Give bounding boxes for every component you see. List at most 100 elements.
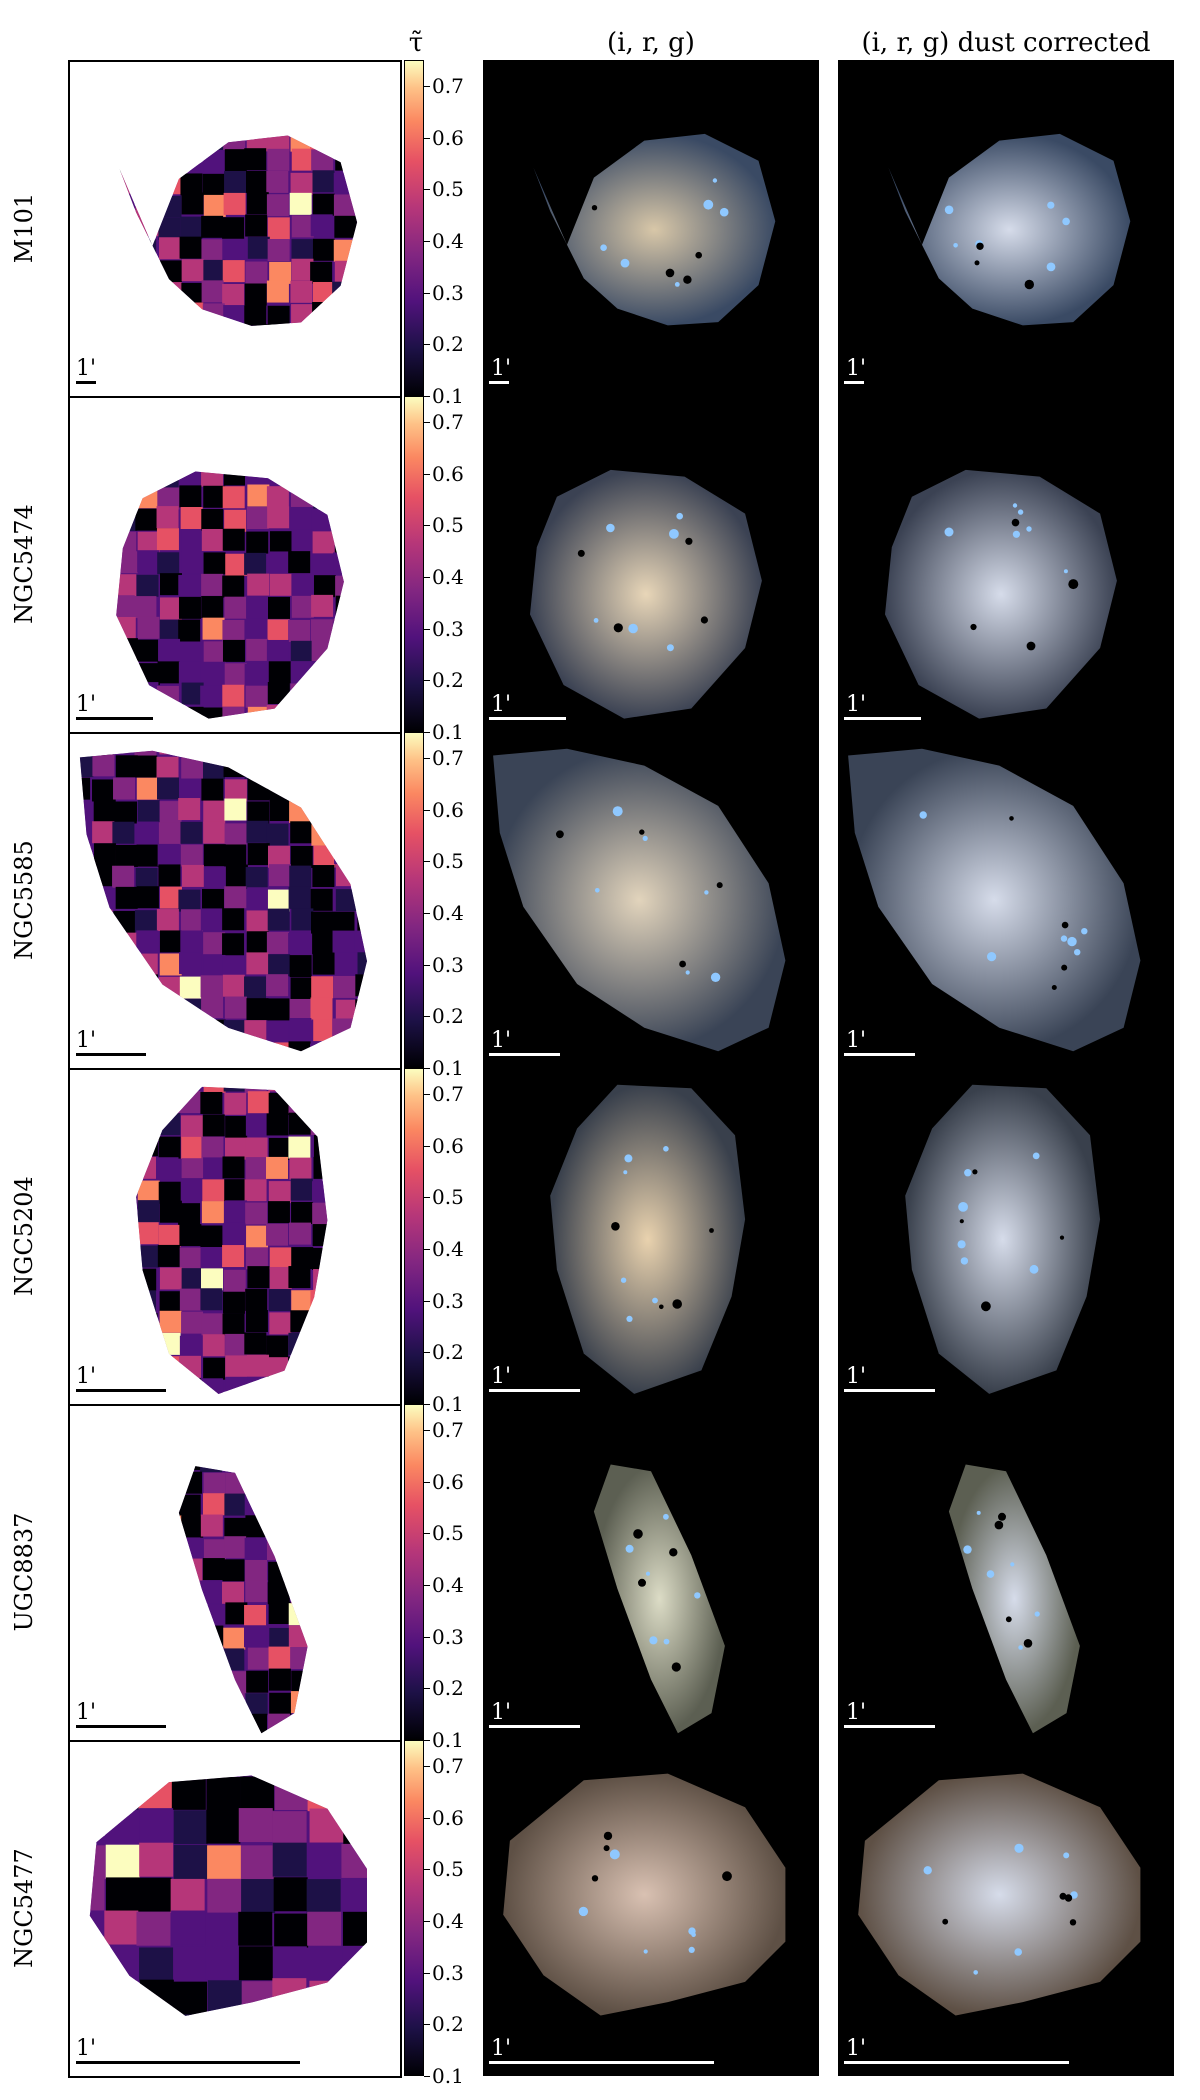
tau-bin: [92, 574, 114, 596]
masked-star: [1068, 579, 1079, 590]
tau-bin: [222, 933, 245, 956]
tau-bin: [91, 1605, 113, 1627]
tau-bin: [70, 552, 92, 574]
tau-bin: [157, 661, 180, 684]
tau-bin: [116, 1558, 138, 1580]
tau-bin: [269, 261, 292, 284]
tau-bin: [158, 1224, 181, 1247]
tau-bin: [247, 801, 270, 824]
tau-bin: [308, 2014, 343, 2016]
tau-bin: [136, 821, 159, 844]
tau-bin: [136, 1313, 138, 1336]
tau-bin: [156, 1649, 178, 1671]
tau-map-panel: 1': [68, 1404, 402, 1742]
tau-bin: [377, 261, 399, 283]
tau-bin: [238, 1911, 273, 1946]
tau-bin: [378, 1333, 400, 1355]
tau-bin: [225, 1466, 248, 1471]
tau-bin: [312, 1627, 334, 1649]
tau-bin: [156, 1092, 179, 1115]
tau-bin: [138, 1775, 173, 1776]
tau-bin: [201, 471, 224, 487]
tau-bin: [246, 85, 268, 107]
tau-bin: [266, 486, 289, 509]
tau-bin: [92, 1292, 114, 1314]
tau-bin: [244, 305, 267, 326]
tau-bin: [378, 1517, 400, 1539]
tau-bin: [267, 619, 290, 642]
colorbar-tick-label: 0.1: [432, 1728, 464, 1752]
colorbar-tick-mark: [424, 1533, 430, 1535]
tau-bin: [223, 305, 246, 326]
galaxy-image-corrected: [905, 1084, 1101, 1394]
colorbar-tick-mark: [424, 680, 430, 682]
masked-star: [942, 1918, 949, 1925]
tau-bin: [137, 1335, 160, 1358]
scale-label: 1': [491, 1364, 512, 1389]
tau-bin: [310, 778, 333, 801]
tau-bin: [342, 2013, 368, 2016]
tau-bin: [79, 974, 94, 997]
tau-bin: [266, 371, 288, 393]
tau-bin: [310, 135, 333, 151]
galaxy-body: [530, 469, 762, 719]
tau-bin: [112, 1248, 134, 1270]
scale-label: 1': [76, 1028, 97, 1053]
tau-bin: [244, 1379, 267, 1394]
masked-star: [695, 251, 702, 259]
tau-bin: [135, 755, 158, 778]
tau-bin: [312, 398, 334, 418]
tau-bin: [79, 750, 94, 757]
tau-bin: [114, 998, 137, 1021]
star-forming-region: [1063, 1852, 1070, 1859]
tau-bin: [205, 1742, 239, 1775]
tau-bin: [222, 1313, 245, 1336]
tau-bin: [311, 443, 333, 465]
masked-star: [671, 1662, 681, 1672]
tau-bin: [71, 487, 93, 509]
colorbar-tick-label: 0.2: [432, 332, 464, 357]
tau-bin: [201, 215, 224, 238]
tau-bin: [173, 1981, 208, 2016]
tau-bin: [376, 686, 398, 708]
tau-bin: [267, 1201, 290, 1224]
tau-bin: [200, 908, 223, 931]
tau-bin: [290, 977, 313, 1000]
star-forming-region: [612, 806, 623, 817]
tau-bin: [181, 706, 204, 719]
tau-bin: [115, 350, 137, 372]
tau-bin: [181, 192, 204, 215]
tau-bin: [288, 1112, 311, 1135]
scale-label: 1': [846, 1700, 867, 1725]
tau-bin: [290, 135, 313, 152]
tau-bin: [311, 705, 334, 719]
tau-bin: [313, 486, 336, 509]
tau-bin: [313, 1694, 335, 1716]
star-forming-region: [1014, 1843, 1024, 1853]
tau-bin: [291, 1581, 308, 1604]
tau-bin: [379, 845, 400, 867]
tau-bin: [115, 1672, 137, 1694]
tau-bin: [355, 639, 377, 661]
galaxy-body: [493, 748, 786, 1052]
tau-bin: [341, 1843, 368, 1878]
tau-bin: [222, 260, 245, 283]
galaxy-body: [858, 1773, 1141, 2016]
tau-bin: [398, 1430, 400, 1452]
tau-bin: [358, 1335, 380, 1357]
tau-bin: [156, 506, 179, 529]
tau-bin: [203, 821, 226, 844]
tau-bin: [333, 1712, 355, 1734]
tau-bin: [379, 662, 400, 684]
scale-bar: [489, 1389, 580, 1392]
masked-star: [633, 1529, 643, 1539]
masked-star: [591, 1875, 599, 1882]
tau-bin: [266, 639, 289, 662]
tau-bin: [93, 530, 115, 552]
tau-bin: [119, 304, 137, 326]
tau-bin: [288, 1222, 311, 1245]
tau-bin: [159, 260, 182, 283]
tau-bin: [136, 844, 159, 867]
galaxy-image: [493, 748, 786, 1052]
tau-bin: [398, 1043, 400, 1065]
